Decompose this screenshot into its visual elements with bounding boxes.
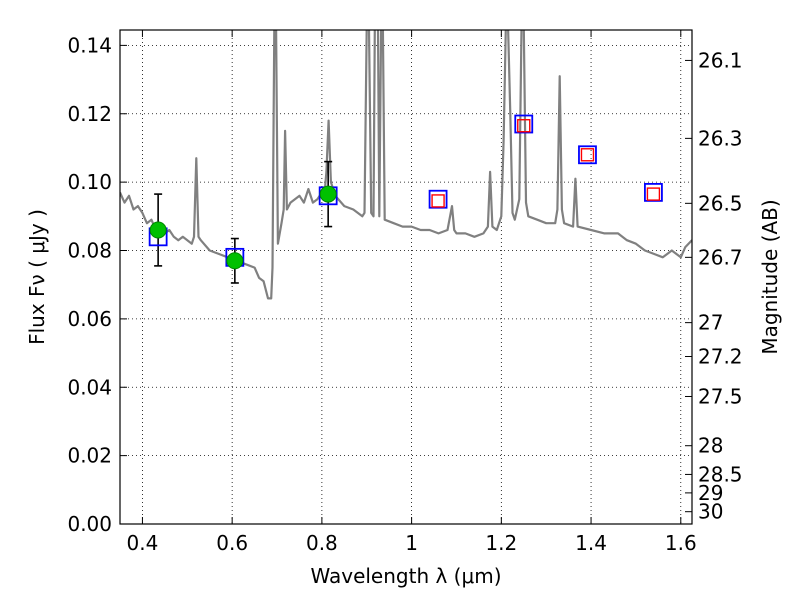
predicted-photometry-square bbox=[646, 187, 661, 201]
y2-tick-label: 29 bbox=[698, 481, 723, 505]
x-tick-label: 0.8 bbox=[306, 531, 338, 555]
y2-axis-title: Magnitude (AB) bbox=[758, 199, 782, 354]
y-tick-label: 0.12 bbox=[67, 102, 112, 126]
y-tick-label: 0.14 bbox=[67, 33, 112, 57]
y-tick-label: 0.10 bbox=[67, 170, 112, 194]
model-spectrum-line bbox=[120, 30, 692, 300]
observed-photometry-point bbox=[226, 252, 244, 270]
y2-tick-label: 28 bbox=[698, 434, 723, 458]
predicted-photometry-square bbox=[431, 194, 445, 208]
model-photometry-square bbox=[578, 145, 597, 165]
y2-tick-label: 26.3 bbox=[698, 126, 743, 150]
y-axis-title: Flux Fν ( μJy ) bbox=[25, 209, 49, 345]
tick-labels: 0.4 0.6 0.8 1 1.2 1.4 1.6 0.00 0.02 0.04 0.06 0.08 0… bbox=[67, 33, 742, 555]
x-axis-title: Wavelength λ (μm) bbox=[310, 564, 501, 588]
y-tick-label: 0.02 bbox=[67, 444, 112, 468]
model-photometry-square bbox=[514, 114, 534, 134]
x-tick-label: 1.6 bbox=[665, 531, 697, 555]
observed-photometry-point bbox=[149, 221, 167, 239]
y2-tick-label: 30 bbox=[698, 500, 723, 524]
y-tick-label: 0.04 bbox=[67, 375, 112, 399]
model-photometry-square bbox=[428, 189, 448, 209]
y2-tick-label: 27 bbox=[698, 311, 723, 335]
x-tick-label: 1.2 bbox=[485, 531, 517, 555]
plot-frame bbox=[119, 29, 693, 525]
y-tick-label: 0.00 bbox=[67, 512, 112, 536]
y2-tick-label: 26.5 bbox=[698, 191, 743, 215]
x-tick-label: 1 bbox=[405, 531, 418, 555]
x-tick-label: 0.6 bbox=[216, 531, 248, 555]
predicted-photometry-square bbox=[517, 119, 531, 133]
y2-tick-label: 27.2 bbox=[698, 344, 743, 368]
y2-tick-label: 26.1 bbox=[698, 48, 743, 72]
y2-tick-label: 27.5 bbox=[698, 384, 743, 408]
x-tick-label: 1.4 bbox=[575, 531, 607, 555]
axis-ticks bbox=[120, 30, 692, 525]
observed-photometry-point bbox=[319, 185, 337, 203]
plot-area bbox=[120, 30, 692, 300]
model-photometry-square bbox=[644, 182, 663, 202]
y-tick-label: 0.08 bbox=[67, 239, 112, 263]
y2-tick-label: 28.5 bbox=[698, 462, 743, 486]
predicted-photometry-square bbox=[580, 148, 595, 162]
y2-tick-label: 26.7 bbox=[698, 245, 743, 269]
x-tick-label: 0.4 bbox=[127, 531, 159, 555]
y-tick-label: 0.06 bbox=[67, 307, 112, 331]
